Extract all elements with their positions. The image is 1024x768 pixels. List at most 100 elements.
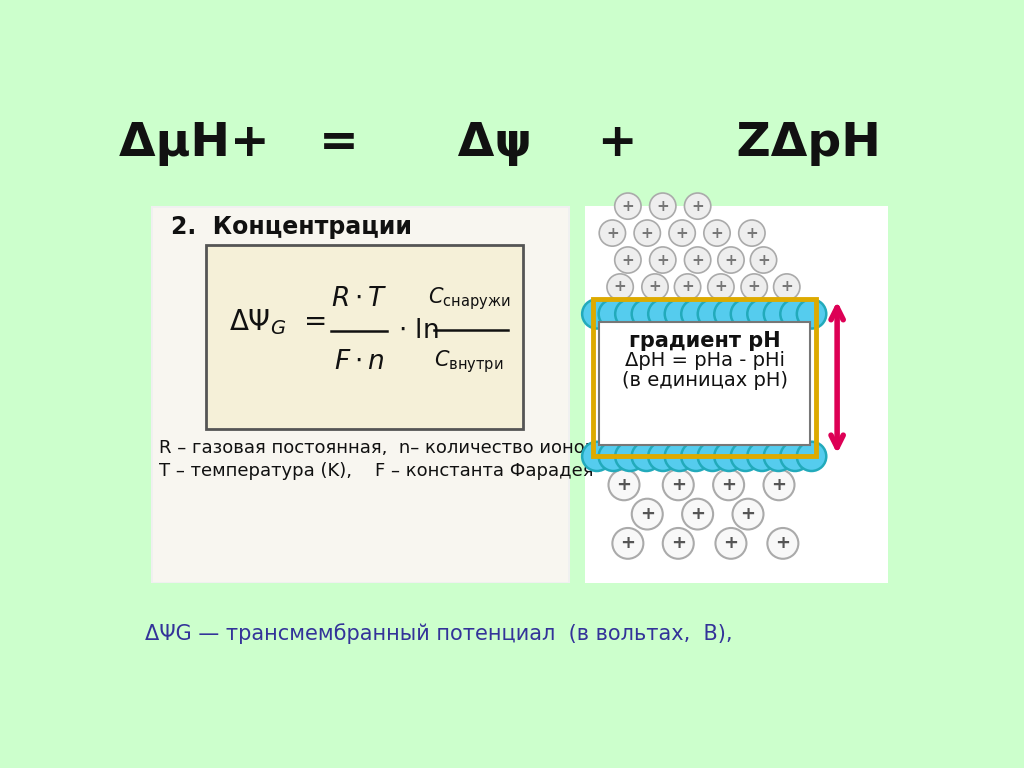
Bar <box>152 206 569 584</box>
Bar <box>153 207 568 582</box>
Bar <box>599 322 810 445</box>
Text: +: + <box>775 535 791 552</box>
Circle shape <box>599 300 628 329</box>
Circle shape <box>649 247 676 273</box>
Circle shape <box>681 300 711 329</box>
Text: ΔpH = pHа - pHі: ΔpH = pHа - pHі <box>625 351 784 370</box>
Circle shape <box>703 220 730 247</box>
Text: +: + <box>740 505 756 523</box>
Circle shape <box>732 498 764 529</box>
Text: 2.  Концентрации: 2. Концентрации <box>171 215 412 240</box>
Text: ΔΨG — трансмембранный потенциал  (в вольтах,  В),: ΔΨG — трансмембранный потенциал (в вольт… <box>145 624 732 644</box>
Text: +: + <box>616 476 632 494</box>
Text: +: + <box>691 253 705 267</box>
Circle shape <box>642 274 669 300</box>
Circle shape <box>663 469 693 500</box>
Text: +: + <box>711 226 723 240</box>
Text: ΔμH+   =      Δψ    +      ZΔpH: ΔμH+ = Δψ + ZΔpH <box>119 121 881 167</box>
Text: +: + <box>641 226 653 240</box>
Circle shape <box>665 300 694 329</box>
Text: +: + <box>671 476 686 494</box>
Circle shape <box>648 442 678 471</box>
Circle shape <box>715 442 743 471</box>
Text: +: + <box>648 280 662 294</box>
Circle shape <box>632 300 662 329</box>
Circle shape <box>713 469 744 500</box>
Text: (в единицах pH): (в единицах pH) <box>622 371 787 390</box>
Text: $R \cdot T$: $R \cdot T$ <box>331 286 387 313</box>
Text: +: + <box>606 226 618 240</box>
Circle shape <box>715 300 743 329</box>
Text: $\Delta\Psi_G$  =: $\Delta\Psi_G$ = <box>228 306 326 336</box>
Circle shape <box>748 300 777 329</box>
Circle shape <box>599 442 628 471</box>
Text: $C_{\mathsf{внутри}}$: $C_{\mathsf{внутри}}$ <box>434 349 504 376</box>
Text: +: + <box>691 199 705 214</box>
Bar <box>206 245 523 429</box>
Text: R – газовая постоянная,  n– количество ионов,: R – газовая постоянная, n– количество ио… <box>159 439 601 457</box>
Text: +: + <box>640 505 654 523</box>
Text: T – температура (K),    F – константа Фарадея: T – температура (K), F – константа Фарад… <box>159 462 594 480</box>
Circle shape <box>599 220 626 247</box>
Text: +: + <box>656 253 669 267</box>
Circle shape <box>614 193 641 219</box>
Circle shape <box>764 442 794 471</box>
Text: +: + <box>721 476 736 494</box>
Text: +: + <box>621 535 635 552</box>
Circle shape <box>738 220 765 247</box>
Circle shape <box>708 274 734 300</box>
Circle shape <box>697 300 727 329</box>
Text: +: + <box>690 505 706 523</box>
Text: +: + <box>715 280 727 294</box>
Circle shape <box>697 442 727 471</box>
Circle shape <box>607 274 633 300</box>
Circle shape <box>675 274 700 300</box>
Circle shape <box>608 469 640 500</box>
Text: $F \cdot n$: $F \cdot n$ <box>334 349 384 375</box>
Circle shape <box>615 442 645 471</box>
Text: +: + <box>681 280 694 294</box>
Circle shape <box>716 528 746 559</box>
Circle shape <box>681 442 711 471</box>
Circle shape <box>615 300 645 329</box>
Text: +: + <box>725 253 737 267</box>
Circle shape <box>583 442 611 471</box>
Circle shape <box>780 300 810 329</box>
Text: +: + <box>757 253 770 267</box>
Circle shape <box>767 528 799 559</box>
Text: +: + <box>613 280 627 294</box>
Circle shape <box>665 442 694 471</box>
Circle shape <box>663 528 693 559</box>
Circle shape <box>718 247 744 273</box>
Circle shape <box>583 300 611 329</box>
Circle shape <box>684 193 711 219</box>
Circle shape <box>764 300 794 329</box>
Circle shape <box>614 247 641 273</box>
Text: $C_{\mathsf{снаружи}}$: $C_{\mathsf{снаружи}}$ <box>428 285 510 312</box>
Text: +: + <box>656 199 669 214</box>
Circle shape <box>731 442 760 471</box>
Circle shape <box>612 528 643 559</box>
Bar <box>586 206 888 584</box>
Circle shape <box>751 247 776 273</box>
Circle shape <box>634 220 660 247</box>
Circle shape <box>649 193 676 219</box>
Circle shape <box>632 498 663 529</box>
Circle shape <box>797 442 826 471</box>
Bar <box>593 299 816 456</box>
Circle shape <box>731 300 760 329</box>
Text: +: + <box>748 280 761 294</box>
Text: +: + <box>622 199 634 214</box>
Text: +: + <box>723 535 738 552</box>
Circle shape <box>682 498 713 529</box>
Circle shape <box>632 442 662 471</box>
Circle shape <box>773 274 800 300</box>
Circle shape <box>669 220 695 247</box>
Text: +: + <box>622 253 634 267</box>
Text: $\cdot$ ln: $\cdot$ ln <box>397 318 438 344</box>
Text: +: + <box>745 226 758 240</box>
Circle shape <box>684 247 711 273</box>
Circle shape <box>748 442 777 471</box>
Circle shape <box>741 274 767 300</box>
Circle shape <box>648 300 678 329</box>
